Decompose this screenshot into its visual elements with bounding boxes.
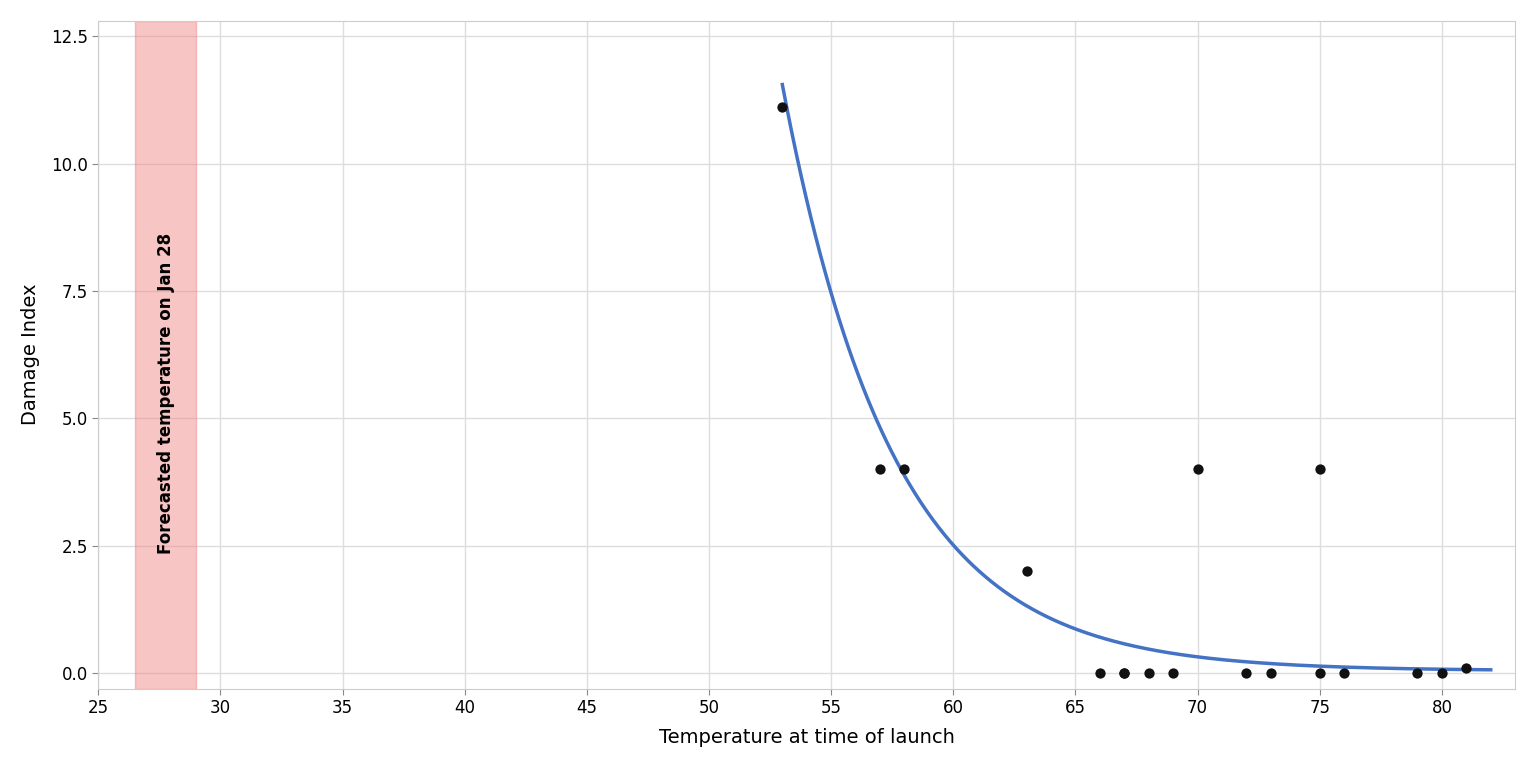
Point bbox=[1405, 667, 1430, 680]
Point bbox=[1112, 667, 1137, 680]
Point bbox=[1307, 463, 1332, 475]
Y-axis label: Damage Index: Damage Index bbox=[22, 284, 40, 425]
X-axis label: Temperature at time of launch: Temperature at time of launch bbox=[659, 728, 955, 747]
Point bbox=[892, 463, 917, 475]
Point bbox=[1137, 667, 1161, 680]
Point bbox=[1430, 667, 1455, 680]
Point bbox=[1186, 463, 1210, 475]
Point bbox=[1258, 667, 1283, 680]
Point bbox=[1087, 667, 1112, 680]
Text: Forecasted temperature on Jan 28: Forecasted temperature on Jan 28 bbox=[157, 233, 175, 554]
Point bbox=[1233, 667, 1258, 680]
Point bbox=[770, 101, 794, 114]
Point bbox=[1307, 667, 1332, 680]
Point bbox=[1112, 667, 1137, 680]
Point bbox=[868, 463, 892, 475]
Point bbox=[1332, 667, 1356, 680]
Point bbox=[1014, 565, 1038, 578]
Point bbox=[1161, 667, 1186, 680]
Point bbox=[1455, 662, 1479, 674]
Bar bbox=[135, 21, 197, 689]
